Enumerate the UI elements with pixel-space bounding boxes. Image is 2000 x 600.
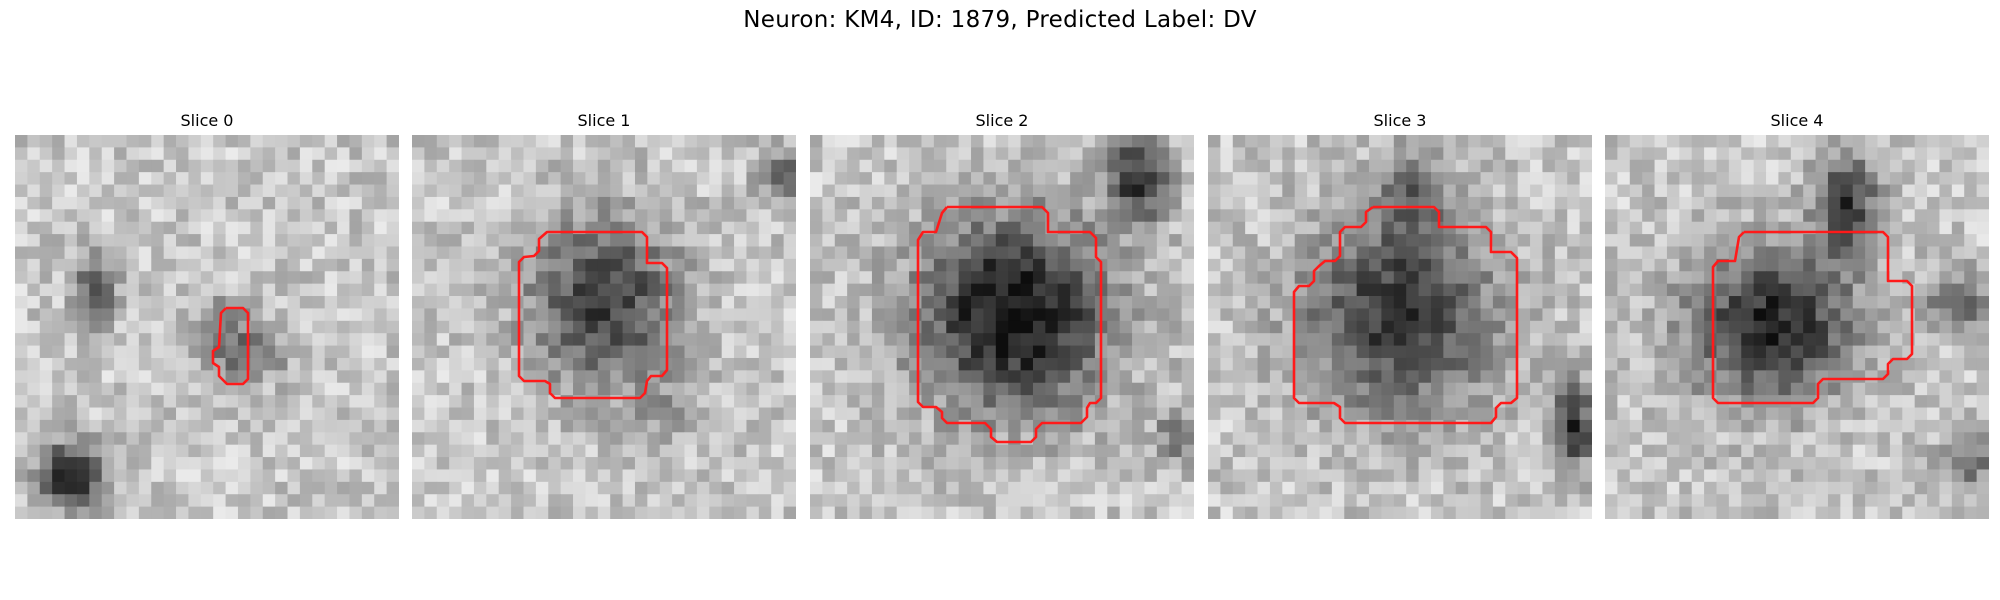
roi-outline	[211, 306, 250, 386]
slice-image	[1605, 135, 1989, 519]
figure-title: Neuron: KM4, ID: 1879, Predicted Label: …	[743, 7, 1257, 33]
slice-image	[810, 135, 1194, 519]
slice-panel-1: Slice 1	[412, 109, 796, 519]
slice-image	[1208, 135, 1592, 519]
slice-title: Slice 4	[1770, 111, 1824, 130]
roi-outline	[916, 205, 1103, 444]
slice-panel-3: Slice 3	[1208, 109, 1592, 519]
slice-image	[412, 135, 796, 519]
slice-panel-0: Slice 0	[15, 109, 399, 519]
roi-outline	[1292, 205, 1519, 425]
slice-title: Slice 0	[180, 111, 234, 130]
slice-panel-4: Slice 4	[1605, 109, 1989, 519]
slice-title: Slice 2	[975, 111, 1029, 130]
slice-title: Slice 1	[577, 111, 631, 130]
roi-outline	[517, 230, 669, 400]
slice-panel-2: Slice 2	[810, 109, 1194, 519]
roi-outline	[1711, 230, 1914, 405]
slice-image	[15, 135, 399, 519]
slice-title: Slice 3	[1373, 111, 1427, 130]
